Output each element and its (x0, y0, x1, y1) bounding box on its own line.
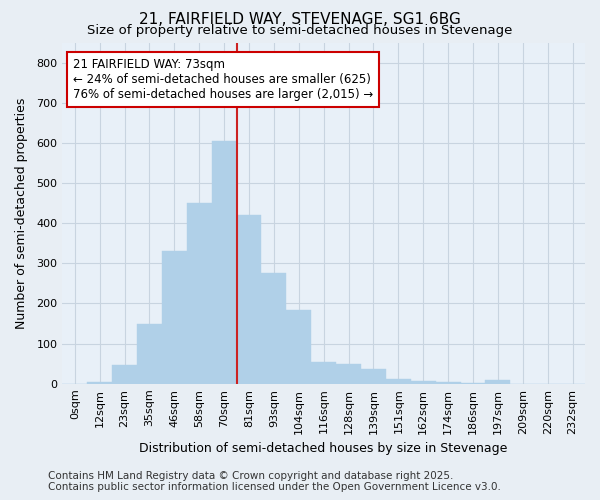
Bar (411, 380, 436, 384)
Text: 21, FAIRFIELD WAY, STEVENAGE, SG1 6BG: 21, FAIRFIELD WAY, STEVENAGE, SG1 6BG (139, 12, 461, 28)
X-axis label: Distribution of semi-detached houses by size in Stevenage: Distribution of semi-detached houses by … (139, 442, 508, 455)
Bar (187, 203, 212, 384)
Text: Contains HM Land Registry data © Crown copyright and database right 2025.
Contai: Contains HM Land Registry data © Crown c… (48, 471, 501, 492)
Bar (286, 310, 311, 384)
Text: Size of property relative to semi-detached houses in Stevenage: Size of property relative to semi-detach… (88, 24, 512, 37)
Bar (485, 380, 511, 384)
Bar (137, 324, 162, 384)
Bar (461, 383, 485, 384)
Bar (436, 382, 461, 384)
Bar (386, 379, 411, 384)
Bar (112, 364, 137, 384)
Y-axis label: Number of semi-detached properties: Number of semi-detached properties (15, 98, 28, 329)
Bar (162, 252, 187, 384)
Bar (311, 362, 336, 384)
Bar (336, 364, 361, 384)
Text: 21 FAIRFIELD WAY: 73sqm
← 24% of semi-detached houses are smaller (625)
76% of s: 21 FAIRFIELD WAY: 73sqm ← 24% of semi-de… (73, 58, 373, 101)
Bar (236, 215, 262, 384)
Bar (87, 382, 112, 384)
Bar (262, 274, 286, 384)
Bar (212, 141, 236, 384)
Bar (361, 368, 386, 384)
